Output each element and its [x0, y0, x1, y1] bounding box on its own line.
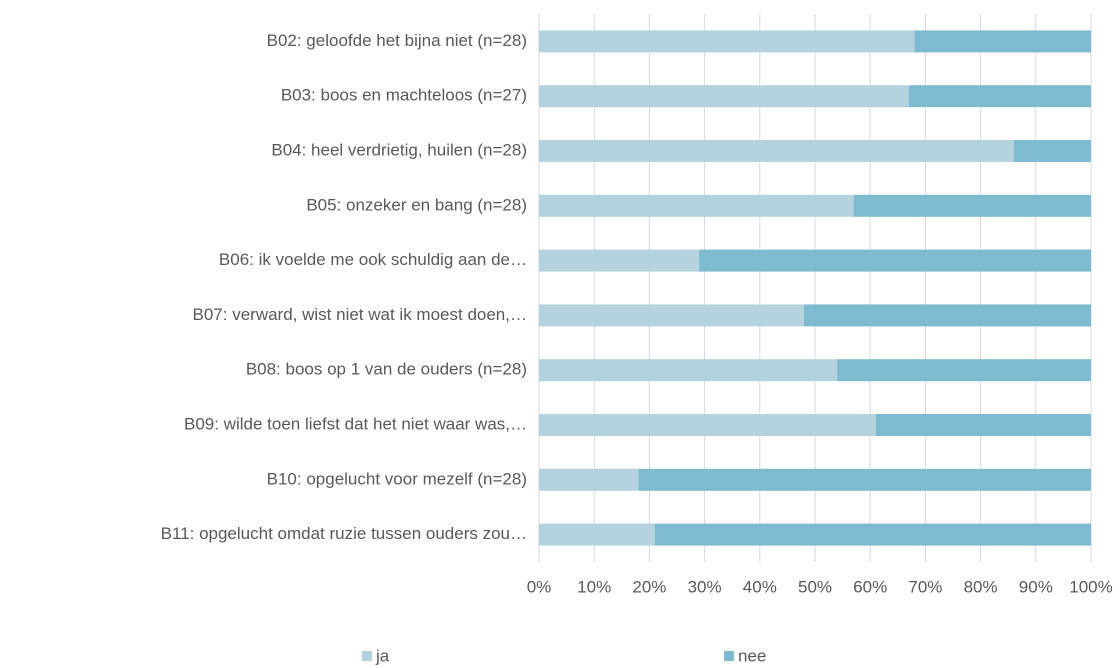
x-tick-label: 60% [853, 577, 887, 596]
bar-segment [699, 249, 1091, 272]
bar-segment [539, 414, 876, 436]
y-tick-label: B09: wilde toen liefst dat het niet waar… [184, 414, 527, 433]
x-tick-label: 90% [1019, 577, 1053, 596]
bar-segment [803, 304, 1091, 327]
y-tick-label: B06: ik voelde me ook schuldig aan de… [219, 250, 527, 269]
x-tick-label: 0% [527, 577, 552, 596]
bar-segment [539, 468, 639, 491]
y-tick-label: B02: geloofde het bijna niet (n=28) [267, 31, 527, 50]
bar-segment [914, 30, 1091, 53]
legend-swatch [362, 651, 372, 661]
y-tick-label: B04: heel verdrietig, huilen (n=28) [271, 140, 527, 159]
bar-segment [837, 359, 1091, 382]
y-tick-label: B08: boos op 1 van de ouders (n=28) [246, 360, 527, 379]
bar-segment [539, 140, 1014, 162]
y-tick-label: B07: verward, wist niet wat ik moest doe… [193, 305, 527, 324]
bar-segment [539, 359, 838, 382]
bar-segment [654, 523, 1091, 546]
bar-segment [539, 85, 909, 108]
y-tick-label: B03: boos en machteloos (n=27) [281, 86, 527, 105]
legend-swatch [724, 651, 734, 661]
legend-label: ja [375, 646, 390, 665]
x-tick-label: 30% [688, 577, 722, 596]
y-tick-label: B11: opgelucht omdat ruzie tussen ouders… [161, 524, 527, 543]
x-tick-label: 80% [964, 577, 998, 596]
bar-segment [539, 523, 655, 546]
x-tick-label: 50% [798, 577, 832, 596]
bar-segment [1013, 140, 1091, 162]
bar-segment [853, 194, 1091, 217]
x-tick-label: 70% [908, 577, 942, 596]
bar-segment [539, 304, 804, 327]
legend-label: nee [738, 646, 766, 665]
bar-segment [539, 249, 700, 272]
y-tick-label: B05: onzeker en bang (n=28) [306, 195, 527, 214]
bar-segment [539, 30, 915, 53]
x-tick-label: 20% [632, 577, 666, 596]
x-tick-label: 100% [1069, 577, 1112, 596]
bar-segment [908, 85, 1091, 108]
bar-segment [539, 194, 854, 217]
x-tick-label: 40% [743, 577, 777, 596]
bar-segment [638, 468, 1091, 491]
y-tick-label: B10: opgelucht voor mezelf (n=28) [267, 469, 527, 488]
bar-segment [875, 414, 1091, 436]
x-tick-label: 10% [577, 577, 611, 596]
